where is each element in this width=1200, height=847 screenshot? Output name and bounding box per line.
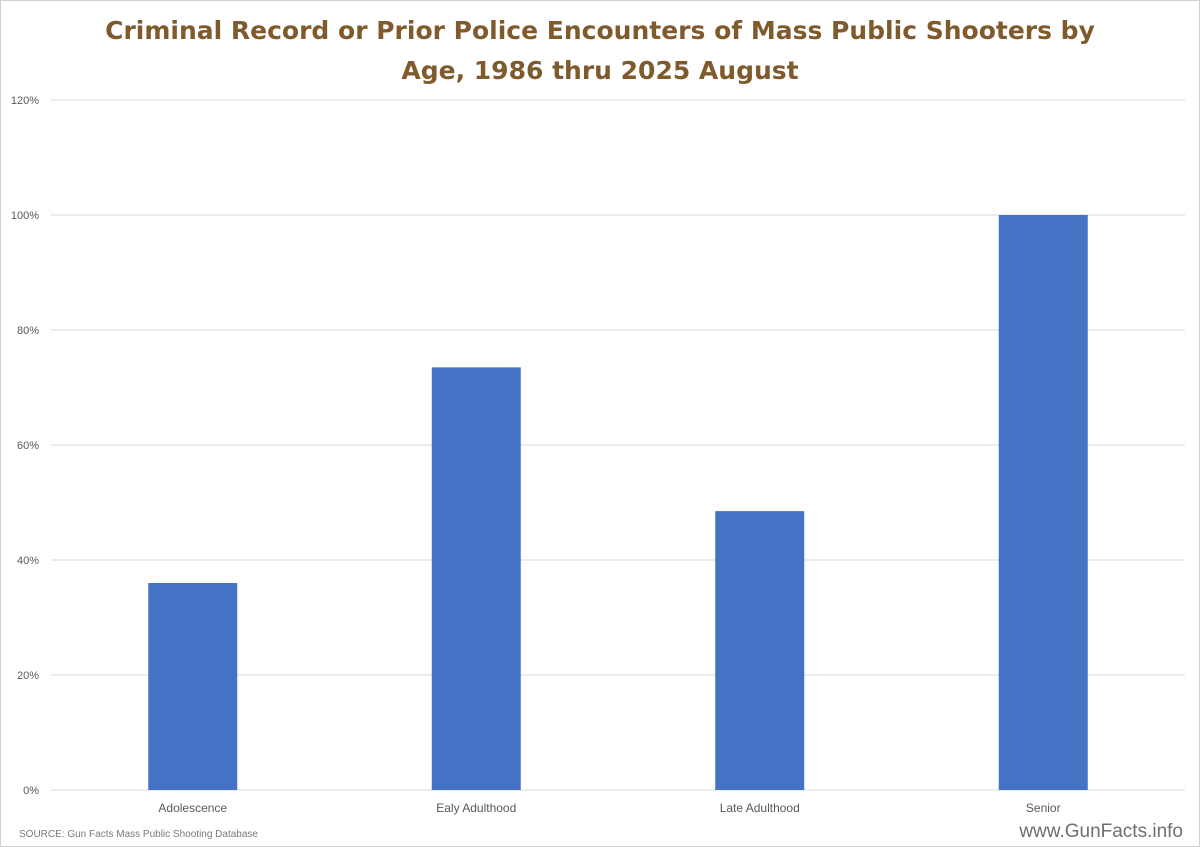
y-tick-label: 60%: [17, 440, 39, 452]
source-note: SOURCE: Gun Facts Mass Public Shooting D…: [19, 829, 258, 840]
y-tick-label: 40%: [17, 555, 39, 567]
y-tick-label: 120%: [11, 95, 39, 107]
bars: [148, 215, 1088, 790]
bar-adolescence: [148, 583, 238, 790]
x-tick-label: Ealy Adulthood: [436, 801, 516, 815]
chart-title-line-1: Criminal Record or Prior Police Encounte…: [105, 16, 1095, 45]
chart-title: Criminal Record or Prior Police Encounte…: [1, 11, 1199, 91]
x-tick-label: Adolescence: [158, 801, 227, 815]
y-axis-tick-labels: 0% 20% 40% 60% 80% 100% 120%: [11, 95, 39, 797]
y-tick-label: 80%: [17, 325, 39, 337]
website-watermark: www.GunFacts.info: [1019, 821, 1183, 842]
bar-senior: [998, 215, 1088, 790]
y-tick-label: 100%: [11, 210, 39, 222]
chart-title-line-2: Age, 1986 thru 2025 August: [401, 56, 799, 85]
gridlines: [51, 99, 1185, 791]
x-tick-label: Senior: [1026, 801, 1061, 815]
bar-ealy-adulthood: [431, 367, 521, 790]
bar-late-adulthood: [715, 511, 805, 790]
y-tick-label: 0%: [23, 785, 39, 797]
x-tick-label: Late Adulthood: [720, 801, 800, 815]
y-tick-label: 20%: [17, 670, 39, 682]
x-axis-tick-labels: Adolescence Ealy Adulthood Late Adulthood S…: [158, 801, 1060, 815]
